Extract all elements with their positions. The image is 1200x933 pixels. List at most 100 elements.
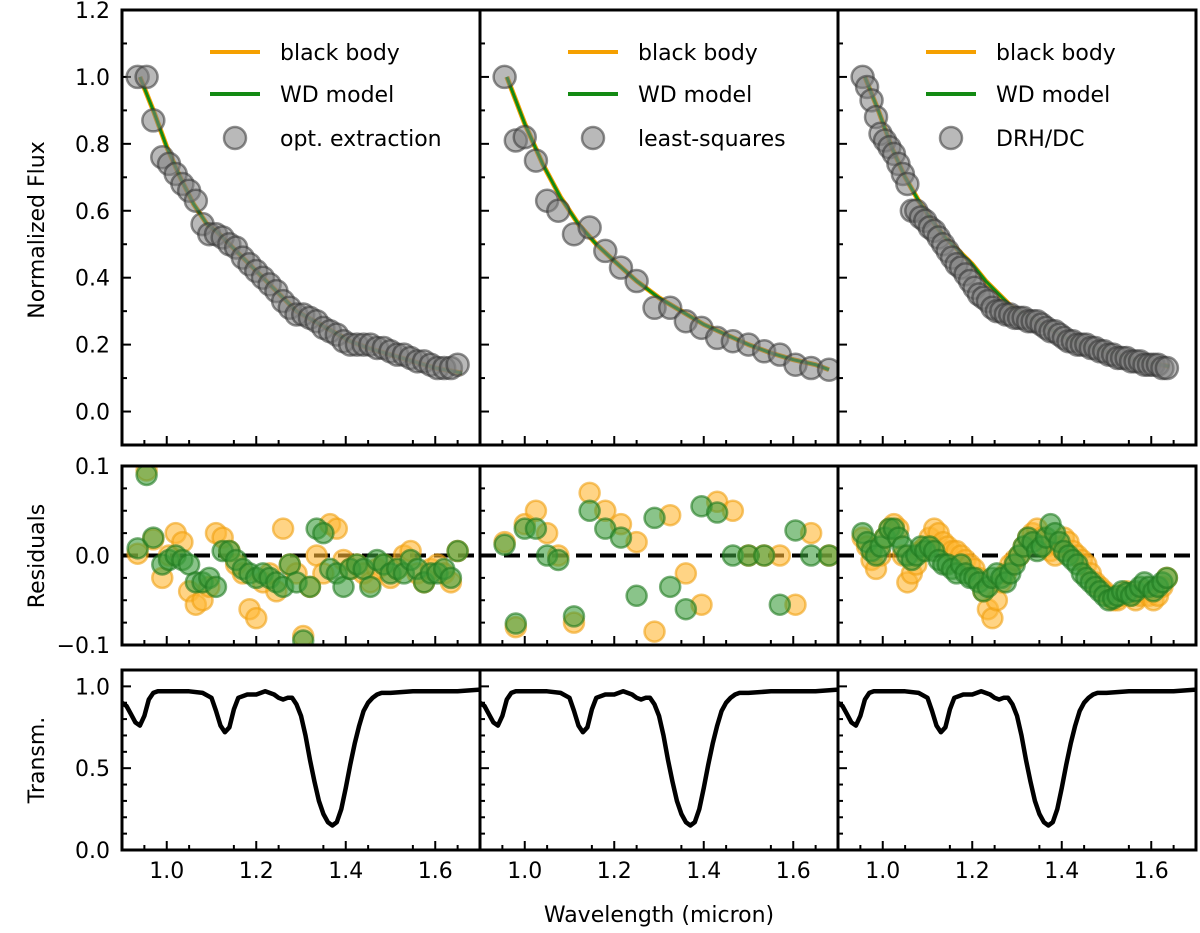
y-axis-label-residuals: Residuals: [25, 504, 50, 608]
wd-model-residual: [643, 506, 666, 530]
black-body-curve: [137, 75, 463, 376]
y-tick-label: −0.1: [57, 634, 110, 659]
panel-content: [122, 466, 480, 645]
wd-model-residual: [547, 548, 570, 572]
wd-model-residual: [1155, 566, 1179, 590]
legend-points-label: DRH/DC: [996, 127, 1084, 152]
flux-panel-1: 0.0 0.2 0.4 0.6 0.8 1.0 1.2 black body WD model o…: [75, 0, 482, 447]
wd-model-residual: [578, 499, 601, 522]
y-tick-label: 0.6: [75, 200, 110, 225]
data-point: [134, 64, 159, 90]
x-tick-label: 1.6: [1134, 859, 1169, 884]
data-point: [1154, 355, 1180, 381]
wd-model-residual: [312, 521, 335, 545]
wd-model-residual: [674, 597, 698, 621]
panel-frame: [120, 8, 482, 447]
legend-points-swatch: [938, 125, 964, 151]
y-tick-label: 0.5: [75, 757, 110, 782]
wd-model-residual: [504, 612, 528, 635]
wd-model-residual: [784, 519, 807, 542]
legend-points-label: least-squares: [638, 127, 786, 152]
x-tick-label: 1.4: [686, 859, 721, 884]
wd-model-residual: [359, 575, 382, 599]
transmission-curve: [122, 687, 480, 828]
x-tick-label: 1.6: [776, 859, 811, 884]
residuals-panel-1: −0.1 0.0 0.1: [57, 455, 482, 659]
panel-content: [122, 687, 480, 828]
panel-frame: [478, 8, 840, 447]
y-axis-label-flux: Normalized Flux: [25, 141, 50, 318]
y-tick-label: 1.0: [75, 66, 110, 91]
legend-black-body-label: black body: [280, 41, 400, 66]
x-tick-label: 1.4: [1044, 859, 1079, 884]
wd-model-residual: [524, 517, 548, 540]
y-tick-label: 1.2: [75, 0, 110, 24]
wd-model-residual: [817, 544, 838, 567]
wd-model-residual: [291, 629, 315, 645]
black-body-residual: [643, 620, 666, 643]
x-tick-label: 1.6: [418, 859, 453, 884]
data-point: [608, 255, 634, 280]
data-point: [183, 188, 209, 213]
x-tick-label: 1.2: [239, 859, 274, 884]
panel-frame: [478, 668, 840, 852]
x-tick-label: 1.0: [507, 859, 542, 884]
black-body-residual: [245, 606, 268, 630]
panel-frame: [836, 464, 1198, 647]
panel-content: [480, 481, 838, 643]
data-point: [816, 357, 838, 382]
panel-content: [480, 687, 838, 828]
wd-model-residual: [625, 584, 648, 608]
wd-model-residual: [562, 605, 586, 628]
panel-content: [125, 64, 470, 381]
flux-panel-2: black body WD model least-squares: [478, 8, 840, 447]
x-tick-label: 1.4: [328, 859, 363, 884]
x-tick-label: 1.2: [955, 859, 990, 884]
data-point: [895, 171, 920, 197]
legend-wd-model-label: WD model: [996, 83, 1110, 108]
legend-black-body-label: black body: [996, 41, 1116, 66]
panel-content: [492, 64, 838, 382]
legend-wd-model-label: WD model: [638, 83, 752, 108]
black-body-curve: [504, 76, 830, 373]
wd-model-curve: [505, 76, 830, 372]
transmission-curve: [838, 687, 1196, 828]
data-point: [141, 108, 166, 133]
transmission-curve: [480, 687, 838, 828]
y-tick-label: 0.2: [75, 334, 110, 359]
y-axis-label-transmission: Transm.: [25, 717, 50, 805]
wd-model-residual: [204, 575, 228, 599]
wd-model-residual: [142, 526, 165, 549]
legend-points-swatch: [222, 125, 248, 151]
x-axis-label: Wavelength (micron): [544, 903, 774, 928]
wd-model-residual: [135, 466, 158, 487]
y-tick-label: 1.0: [75, 675, 110, 700]
panel-content: [838, 687, 1196, 828]
plot-grid: 0.0 0.2 0.4 0.6 0.8 1.0 1.2 black body WD model o…: [57, 0, 1198, 884]
panel-frame: [120, 668, 482, 852]
wd-model-residual: [298, 575, 322, 599]
wd-model-residual: [768, 593, 792, 616]
data-point: [657, 295, 683, 321]
wd-model-residual: [658, 575, 682, 599]
transmission-panel-3: 1.0 1.2 1.4 1.6: [836, 668, 1198, 884]
wd-model-residual: [752, 544, 776, 567]
wd-model-residual: [705, 501, 729, 524]
legend-points-label: opt. extraction: [280, 127, 442, 152]
data-point: [624, 268, 649, 294]
y-tick-label: 0.4: [75, 267, 110, 292]
y-tick-label: 0.0: [75, 545, 110, 570]
data-point: [593, 238, 618, 264]
y-tick-label: 0.8: [75, 133, 110, 158]
data-point: [512, 124, 537, 150]
panel-content: [838, 512, 1196, 630]
data-point: [445, 352, 470, 377]
wd-model-residual: [493, 533, 516, 557]
transmission-panel-2: 1.0 1.2 1.4 1.6: [478, 668, 840, 884]
wd-model-residual: [609, 526, 633, 549]
panel-content: [850, 64, 1180, 381]
x-tick-label: 1.2: [597, 859, 632, 884]
wd-model-residual: [439, 566, 463, 590]
y-tick-label: 0.0: [75, 401, 110, 426]
